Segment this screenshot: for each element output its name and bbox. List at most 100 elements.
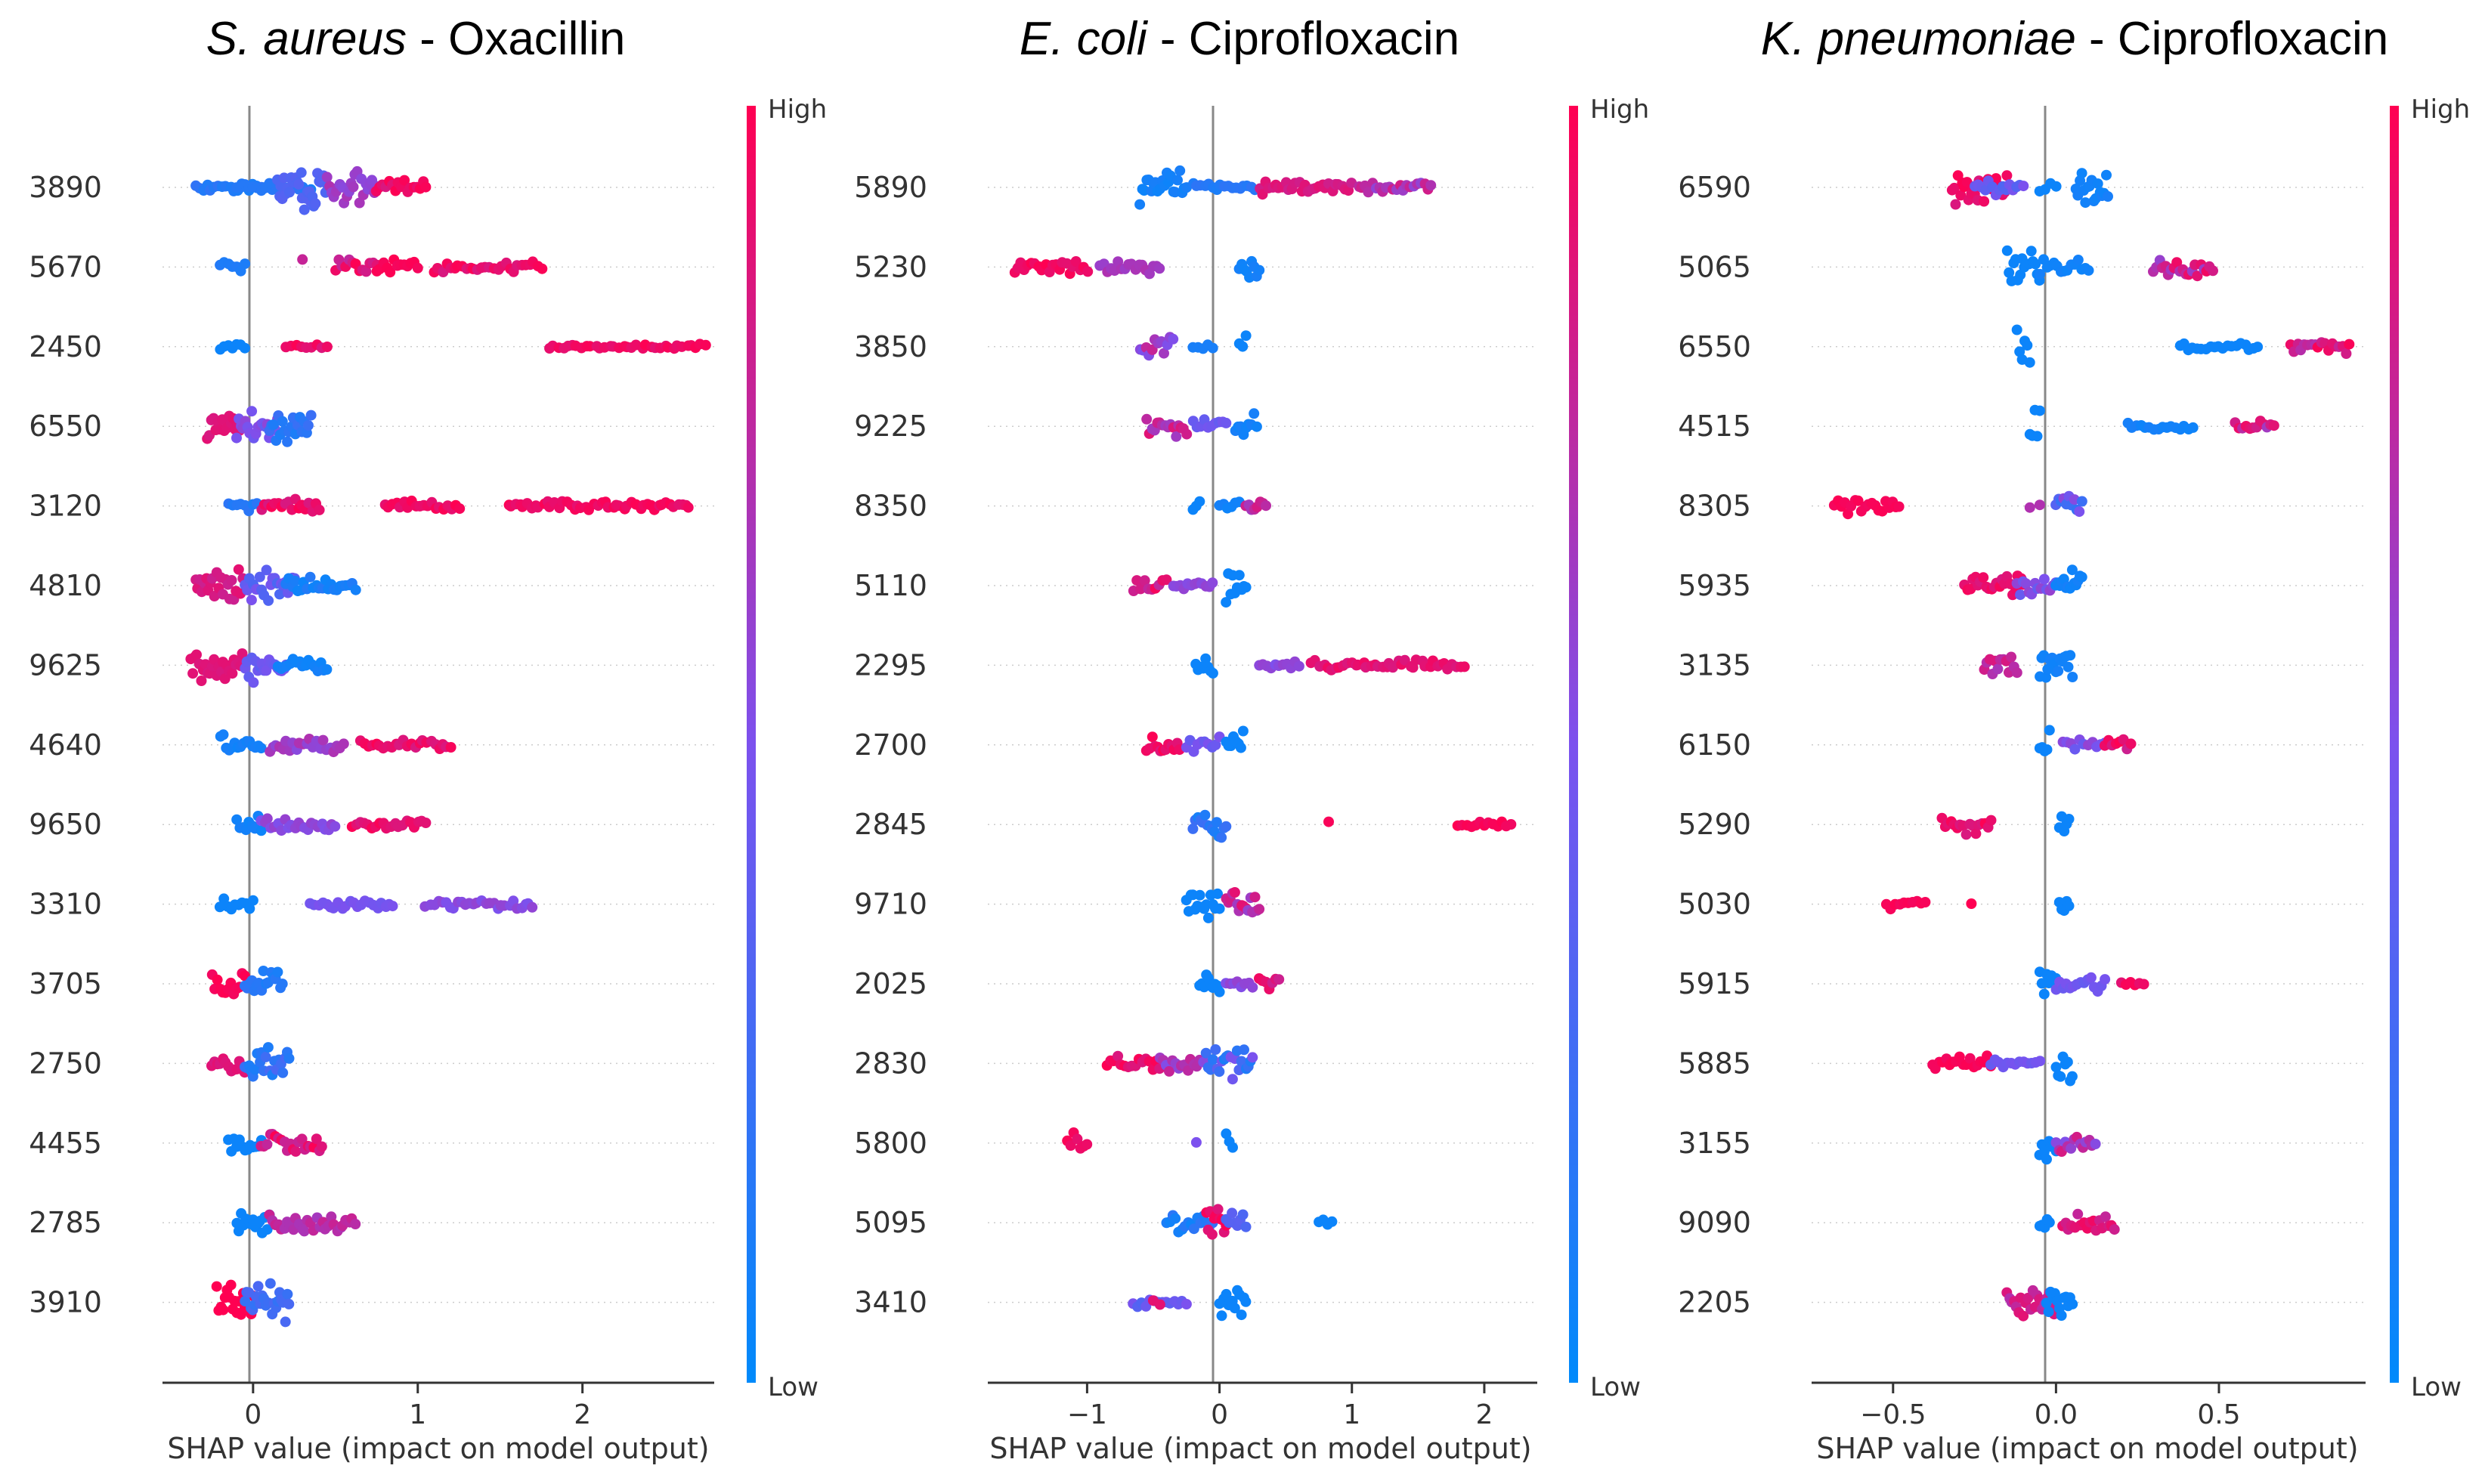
shap-point	[1207, 342, 1218, 354]
shap-point	[1190, 1136, 1202, 1148]
shap-point	[1139, 575, 1150, 586]
shap-point	[209, 591, 220, 601]
shap-point	[2341, 348, 2352, 359]
shap-point	[2192, 271, 2203, 282]
feature-label: 8305	[1678, 490, 1751, 523]
x-tick-label: 2	[574, 1399, 591, 1430]
x-tick-label: 0.5	[2197, 1399, 2240, 1430]
shap-point	[2063, 900, 2075, 911]
shap-point	[1210, 1044, 1221, 1055]
shap-point	[1202, 912, 1214, 923]
feature-label: 2295	[854, 648, 927, 682]
shap-point	[2038, 988, 2050, 1000]
shap-point	[311, 1133, 322, 1145]
shap-point	[385, 267, 396, 278]
shap-point	[1154, 1299, 1165, 1310]
shap-point	[2032, 431, 2043, 442]
shap-point	[2252, 342, 2264, 353]
shap-point	[2018, 181, 2029, 192]
shap-point	[1970, 828, 1982, 839]
shap-point	[211, 1281, 222, 1292]
shap-point	[314, 504, 325, 515]
shap-point	[227, 668, 238, 679]
shap-point	[2035, 1056, 2046, 1067]
shap-point	[2024, 502, 2035, 513]
shap-point	[1174, 165, 1186, 176]
shap-point	[1082, 1139, 1093, 1150]
shap-point	[1955, 190, 1967, 201]
feature-label: 9710	[854, 888, 927, 921]
shap-point	[527, 901, 538, 913]
shap-point	[412, 262, 423, 274]
shap-point	[2080, 197, 2091, 209]
shap-point	[1207, 577, 1218, 589]
shap-point	[274, 589, 285, 600]
x-tick-label: 0	[244, 1399, 261, 1430]
panel-2-x-label: SHAP value (impact on model output)	[989, 1432, 1531, 1465]
panel-3-feature-labels: 6590 5065 6550 4515 8305 5935 3135 6150 5290 5030…	[1678, 171, 1751, 1319]
shap-point	[1227, 1207, 1238, 1219]
panel-1-feature-labels: 3890 5670 2450 6550 3120 4810 9625 4640 9650 3310…	[29, 171, 102, 1319]
shap-point	[244, 903, 255, 914]
shap-point	[1237, 725, 1249, 737]
feature-label: 5885	[1678, 1047, 1751, 1080]
shap-point	[2034, 405, 2045, 416]
shap-point	[268, 419, 279, 430]
shap-point	[219, 673, 231, 685]
feature-label: 5030	[1678, 888, 1751, 921]
shap-point	[1979, 196, 1990, 207]
feature-label: 4515	[1678, 410, 1751, 443]
feature-label: 3850	[854, 330, 927, 363]
x-tick-label: 2	[1475, 1399, 1493, 1430]
shap-point	[387, 901, 398, 912]
shap-point	[240, 258, 251, 270]
feature-label: 3705	[29, 967, 102, 1000]
feature-label: 3155	[1678, 1127, 1751, 1160]
shap-point	[1240, 330, 1252, 342]
shap-point	[2171, 257, 2183, 268]
shap-point	[1254, 904, 1265, 915]
shap-point	[1170, 1213, 1181, 1224]
shap-point	[246, 406, 258, 417]
shap-point	[1082, 266, 1094, 277]
shap-point	[1261, 500, 1271, 512]
shap-point	[2063, 661, 2074, 672]
shap-point	[1425, 180, 1437, 191]
shap-point	[1239, 1044, 1249, 1056]
shap-point	[1221, 821, 1232, 832]
shap-point	[196, 676, 207, 686]
shap-point	[1249, 892, 1261, 903]
shap-point	[277, 1067, 289, 1078]
shap-point	[2063, 814, 2075, 824]
shap-point	[289, 575, 301, 586]
shap-point	[1212, 888, 1223, 899]
shap-point	[2125, 738, 2137, 750]
feature-label: 2025	[854, 967, 927, 1000]
shap-point	[2041, 744, 2053, 756]
shap-point	[258, 966, 269, 976]
shap-point	[1164, 1065, 1174, 1077]
panel-1-points	[185, 165, 711, 1328]
shap-point	[2103, 191, 2113, 202]
shap-point	[2085, 972, 2097, 983]
shap-point	[2034, 499, 2045, 511]
shap-point	[1235, 742, 1246, 753]
feature-label: 4455	[29, 1127, 102, 1160]
feature-label: 4640	[29, 728, 102, 762]
shap-point	[1207, 1054, 1218, 1065]
shap-point	[399, 175, 410, 186]
shap-point	[1852, 495, 1864, 506]
panel-3-title: K. pneumoniae - Ciprofloxacin	[1761, 13, 2389, 65]
feature-label: 3890	[29, 171, 102, 204]
feature-label: 5110	[854, 569, 927, 602]
shap-point	[225, 1279, 237, 1291]
shap-point	[1131, 575, 1143, 586]
shap-point	[218, 729, 229, 740]
shap-point	[1113, 1050, 1124, 1062]
feature-label: 9225	[854, 410, 927, 443]
shap-point	[1966, 898, 1977, 909]
shap-point	[2011, 324, 2022, 335]
shap-point	[280, 1316, 291, 1328]
shap-point	[1168, 333, 1179, 345]
